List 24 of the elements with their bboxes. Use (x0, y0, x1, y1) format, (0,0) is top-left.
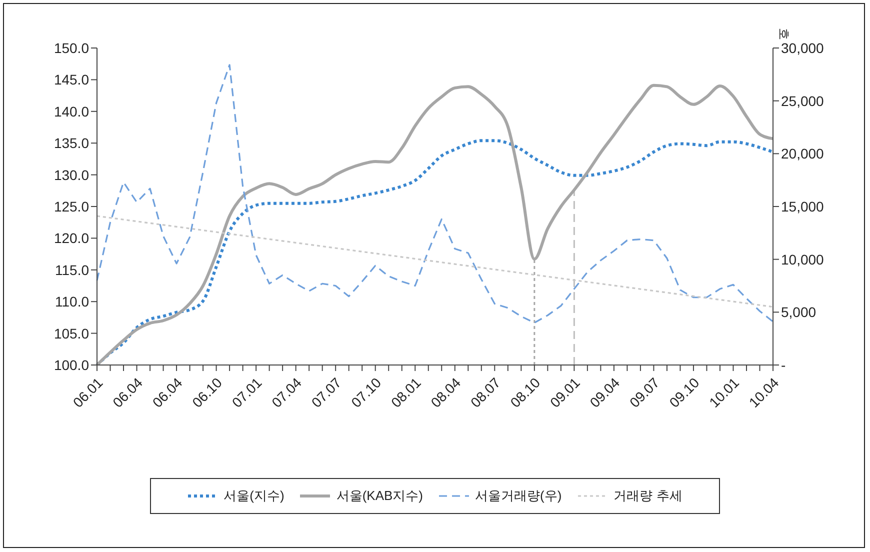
y2-tick-label: 15,000 (781, 198, 824, 214)
y-tick-label: 125.0 (54, 198, 90, 214)
y2-tick-label: 5,000 (781, 304, 816, 320)
y2-tick-label: 20,000 (781, 146, 824, 162)
y2-axis-title: 호 (776, 28, 791, 40)
y-tick-label: 110.0 (55, 294, 90, 310)
line-series (96, 64, 774, 324)
legend-label: 서울(KAB지수) (336, 487, 424, 505)
y-tick-label: 120.0 (54, 230, 90, 246)
y2-tick-label: 25,000 (781, 92, 824, 109)
y-tick-label: 115.0 (55, 262, 90, 278)
y2-tick-label: 10,000 (781, 251, 824, 268)
y-tick-label: 145.0 (54, 72, 90, 88)
y-tick-label: 150.0 (54, 40, 90, 56)
legend-label: 서울(지수) (224, 487, 284, 505)
legend-label: 서울거래량(우) (475, 487, 562, 505)
y-tick-label: 100.0 (54, 356, 90, 373)
y-tick-label: 130.0 (54, 166, 90, 183)
legend-label: 거래량 추세 (614, 487, 682, 505)
y2-tick-label: 30,000 (781, 40, 824, 56)
y-tick-label: 140.0 (54, 103, 90, 120)
y-tick-label: 135.0 (54, 135, 90, 152)
y-tick-label: 105.0 (54, 325, 90, 342)
y2-tick-label: - (781, 356, 786, 373)
